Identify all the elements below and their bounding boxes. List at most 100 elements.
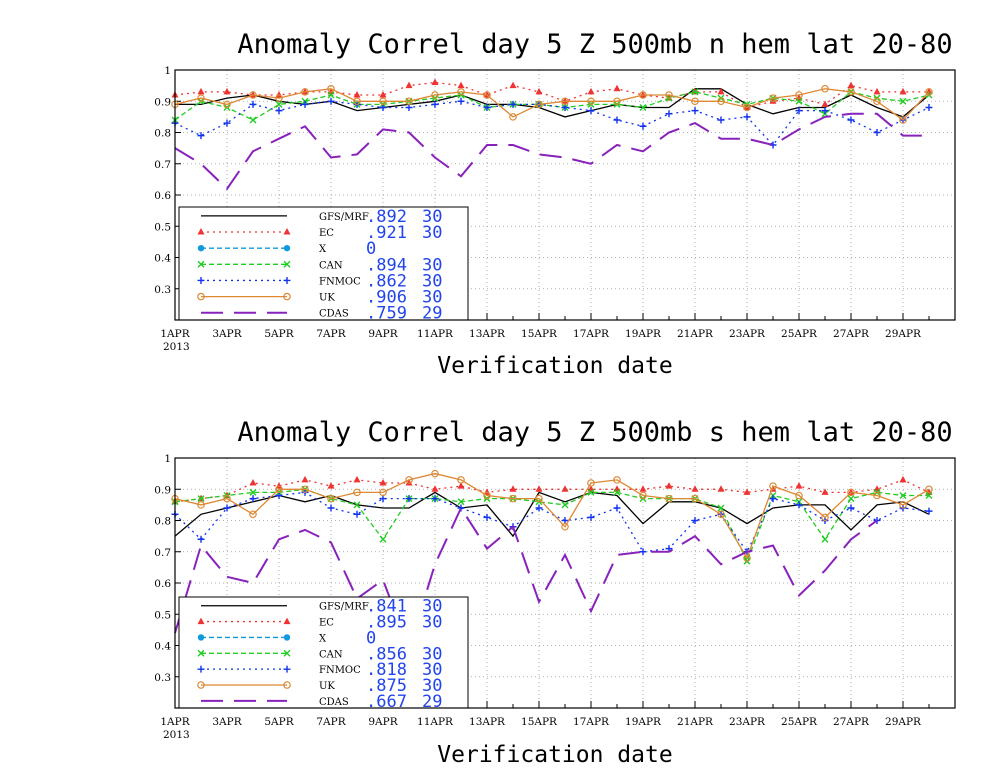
y-tick-label: 0.9 [154, 96, 171, 108]
series-line [174, 81, 929, 109]
legend-marker [283, 244, 291, 252]
y-tick-label: 0.3 [154, 284, 171, 296]
x-tick-label: 21APR [677, 716, 714, 728]
data-point [665, 494, 673, 503]
data-point [899, 116, 907, 124]
data-point [769, 495, 777, 503]
x-tick-label: 7APR [316, 328, 346, 340]
legend-marker [283, 634, 291, 641]
data-point [379, 104, 387, 111]
y-tick-label: 1 [164, 453, 171, 465]
series-line [174, 472, 930, 560]
data-point [275, 485, 283, 494]
data-point [405, 495, 413, 503]
data-point [249, 91, 257, 99]
data-point [665, 482, 673, 489]
x-tick-label: 25APR [781, 716, 818, 728]
data-point [639, 122, 647, 130]
data-point [223, 119, 231, 127]
chart-title: Anomaly Correl day 5 Z 500mb s hem lat 2… [237, 417, 952, 448]
y-tick-label: 0.5 [154, 221, 171, 233]
series-gfs-mrf [175, 88, 930, 118]
data-point [223, 504, 231, 512]
y-tick-label: 0.5 [154, 609, 171, 621]
data-point [743, 103, 751, 110]
series-uk [171, 469, 933, 562]
x-tick-label: 11APR [417, 328, 454, 340]
data-point [405, 97, 413, 106]
legend-marker [283, 276, 291, 284]
data-point [353, 91, 361, 98]
series-uk [171, 84, 933, 124]
x-tick-label: 19APR [625, 716, 662, 728]
data-point [327, 504, 335, 512]
data-point [509, 494, 517, 503]
legend-marker [197, 681, 205, 689]
data-point [457, 97, 465, 105]
data-point [847, 504, 855, 512]
data-point [353, 97, 361, 106]
data-point [899, 501, 907, 509]
data-point [561, 522, 569, 531]
data-point [691, 107, 699, 115]
data-point [925, 507, 933, 515]
data-point [327, 91, 335, 99]
x-tick-label: 9APR [368, 716, 398, 728]
legend-marker [197, 276, 205, 284]
legend-count: 30 [422, 271, 442, 291]
data-point [561, 501, 569, 509]
y-tick-label: 0.7 [154, 547, 171, 559]
legend-value: .667 [366, 692, 407, 712]
data-point [379, 97, 387, 106]
data-point [795, 482, 803, 489]
y-tick-label: 0.4 [154, 253, 171, 265]
x-tick-label: 1APR [160, 716, 190, 728]
legend-marker [283, 228, 291, 235]
data-point [535, 100, 543, 109]
legend-box [178, 206, 469, 321]
series-can [171, 88, 933, 124]
legend-marker [283, 260, 291, 268]
data-point [665, 110, 673, 118]
data-point [587, 513, 595, 521]
x-tick-label: 11APR [417, 716, 454, 728]
series-ec [171, 78, 933, 110]
x-tick-label: 17APR [573, 716, 610, 728]
legend-label: GFS/MRF [319, 602, 369, 613]
data-point [691, 485, 699, 492]
data-point [275, 100, 283, 108]
data-point [535, 494, 543, 503]
data-point [691, 517, 699, 524]
data-point [457, 482, 465, 489]
data-point [769, 482, 777, 490]
series-fnmoc [171, 97, 933, 149]
x-tick-label: 17APR [573, 328, 610, 340]
data-point [899, 492, 907, 499]
data-point [431, 485, 439, 492]
data-point [847, 488, 855, 497]
y-tick-label: 0.8 [154, 128, 171, 140]
data-point [743, 113, 751, 121]
y-tick-label: 0.9 [154, 484, 171, 496]
x-year-label: 2013 [163, 729, 190, 741]
data-point [821, 488, 829, 495]
legend-marker [197, 617, 205, 625]
data-point [327, 494, 335, 503]
x-axis-label: Verification date [437, 353, 672, 379]
y-tick-label: 0.3 [154, 672, 171, 684]
data-point [249, 488, 257, 496]
x-axis-label: Verification date [437, 742, 672, 768]
legend-count: 29 [422, 692, 442, 712]
data-point [769, 94, 777, 102]
y-tick-label: 0.8 [154, 516, 171, 528]
series-cdas [174, 505, 878, 652]
data-point [197, 495, 205, 503]
data-point [379, 479, 387, 486]
data-point [795, 91, 803, 99]
data-point [405, 104, 413, 111]
data-point [925, 88, 933, 96]
data-point [717, 116, 725, 124]
data-point [873, 491, 881, 500]
data-point [483, 513, 491, 521]
data-point [327, 84, 335, 93]
